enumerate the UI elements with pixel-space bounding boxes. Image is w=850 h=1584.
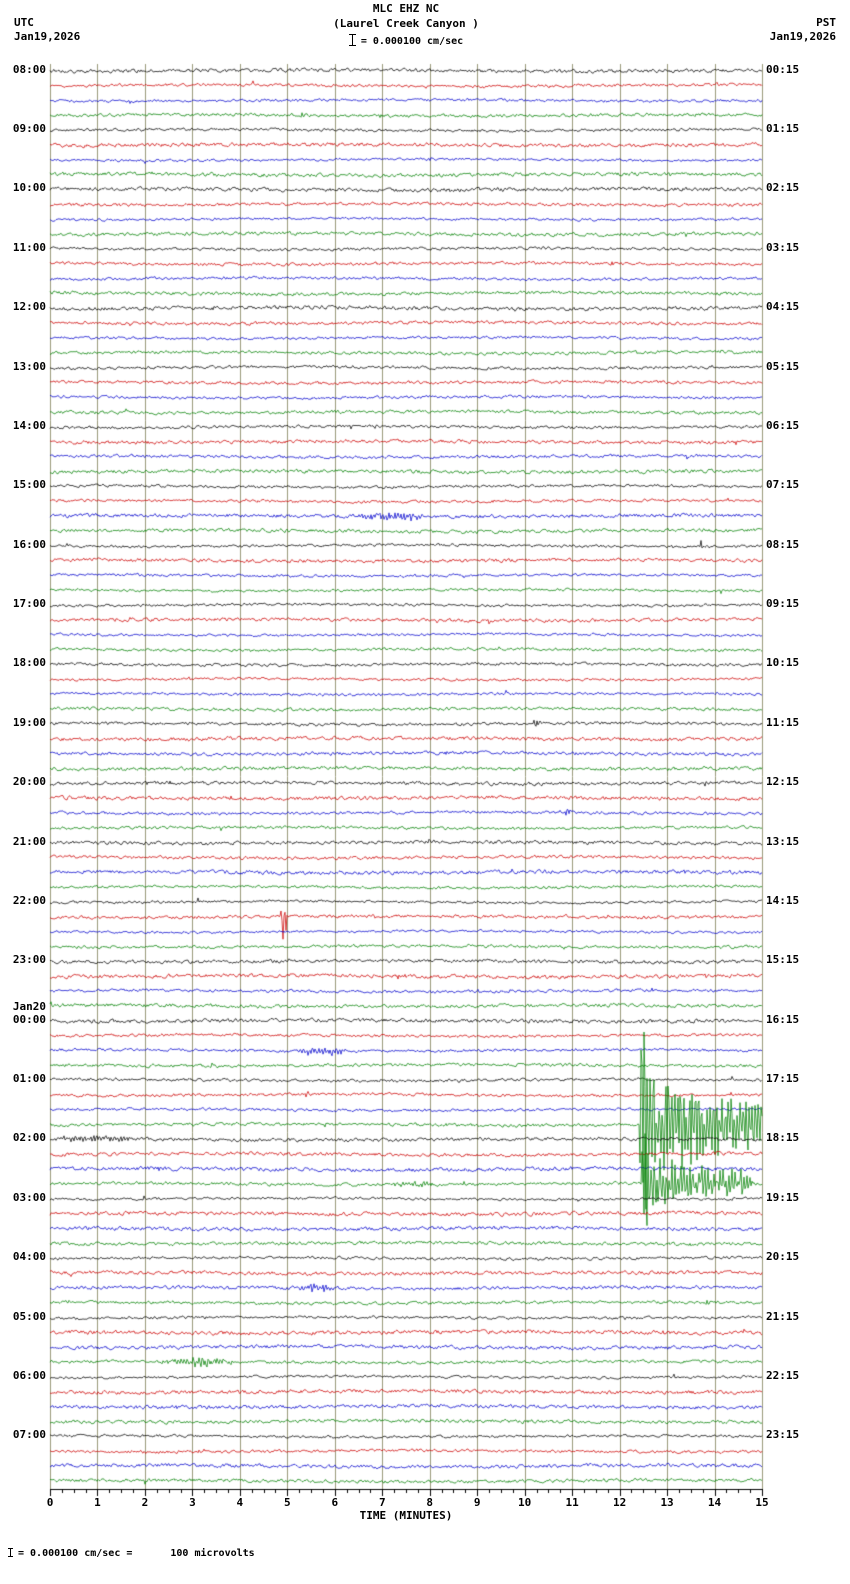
right-date: Jan19,2026 — [769, 30, 836, 43]
left-hour-label: 16:00 — [12, 537, 46, 551]
x-tick-label: 9 — [473, 1496, 481, 1509]
station-location: (Laurel Creek Canyon ) — [333, 17, 479, 30]
x-tick-label: 11 — [565, 1496, 579, 1509]
x-tick-label: 4 — [236, 1496, 244, 1509]
left-hour-label: 09:00 — [12, 122, 46, 136]
right-hour-label: 18:15 — [766, 1131, 800, 1145]
left-hour-label: 05:00 — [12, 1309, 46, 1323]
right-hour-label: 23:15 — [766, 1428, 800, 1442]
left-hour-label: 07:00 — [12, 1428, 46, 1442]
x-tick-label: 3 — [189, 1496, 196, 1509]
right-hour-label: 09:15 — [766, 597, 800, 611]
right-hour-label: 14:15 — [766, 893, 800, 907]
x-tick-label: 15 — [755, 1496, 769, 1509]
left-timezone: UTC — [14, 16, 34, 29]
x-tick-label: 12 — [612, 1496, 627, 1509]
right-hour-label: 01:15 — [766, 122, 800, 136]
header-scale-label: = 0.000100 cm/sec — [360, 36, 464, 47]
left-hour-label: 08:00 — [12, 62, 46, 76]
station-title: MLC EHZ NC — [372, 2, 440, 15]
right-hour-label: 15:15 — [766, 953, 800, 967]
left-hour-label: 12:00 — [12, 300, 46, 314]
right-hour-label: 00:15 — [766, 62, 800, 76]
left-hour-label: 15:00 — [12, 478, 46, 492]
left-date: Jan19,2026 — [14, 30, 81, 43]
left-hour-label: 20:00 — [12, 775, 46, 789]
right-hour-label: 16:15 — [766, 1012, 800, 1026]
left-hour-label: 10:00 — [12, 181, 46, 195]
footer-scale-note: = 0.000100 cm/sec = 100 microvolts — [8, 1548, 255, 1559]
left-hour-label: 17:00 — [12, 597, 46, 611]
left-hour-label: 04:00 — [12, 1250, 46, 1264]
right-hour-label: 17:15 — [766, 1072, 800, 1086]
right-hour-label: 12:15 — [766, 775, 800, 789]
left-date-label: Jan20 — [12, 999, 46, 1013]
right-hour-label: 10:15 — [766, 656, 800, 670]
right-hour-label: 13:15 — [766, 834, 800, 848]
x-tick-label: 8 — [426, 1496, 434, 1509]
right-hour-label: 03:15 — [766, 240, 800, 254]
left-hour-label: 06:00 — [12, 1368, 46, 1382]
right-hour-label: 04:15 — [766, 300, 800, 314]
header-scale-row: = 0.000100 cm/sec — [50, 34, 762, 47]
right-hour-label: 11:15 — [766, 715, 800, 729]
left-hour-label: 11:00 — [12, 240, 46, 254]
left-hour-label: 21:00 — [12, 834, 46, 848]
x-tick-label: 14 — [707, 1496, 722, 1509]
right-hour-label: 02:15 — [766, 181, 800, 195]
footer-scale-text: = 0.000100 cm/sec = — [18, 1548, 133, 1559]
right-hour-label: 08:15 — [766, 537, 800, 551]
left-hour-label: 01:00 — [12, 1072, 46, 1086]
footer-units: 100 microvolts — [170, 1548, 255, 1559]
x-tick-label: 1 — [94, 1496, 101, 1509]
right-hour-label: 06:15 — [766, 418, 800, 432]
right-hour-label: 21:15 — [766, 1309, 800, 1323]
x-tick-label: 6 — [331, 1496, 339, 1509]
x-tick-label: 0 — [46, 1496, 54, 1509]
right-hour-label: 22:15 — [766, 1368, 800, 1382]
left-hour-label: 18:00 — [12, 656, 46, 670]
x-tick-label: 13 — [660, 1496, 674, 1509]
right-timezone: PST — [816, 16, 836, 29]
left-hour-label: 19:00 — [12, 715, 46, 729]
x-tick-label: 7 — [378, 1496, 386, 1509]
x-axis-title: TIME (MINUTES) — [359, 1509, 453, 1522]
right-hour-label: 19:15 — [766, 1190, 800, 1204]
left-hour-label: 03:00 — [12, 1190, 46, 1204]
scale-bar-icon — [348, 34, 356, 46]
left-hour-label: 22:00 — [12, 893, 46, 907]
left-hour-label: 02:00 — [12, 1131, 46, 1145]
x-tick-label: 5 — [284, 1496, 291, 1509]
x-tick-label: 10 — [518, 1496, 532, 1509]
left-hour-label: 00:00 — [12, 1012, 46, 1026]
x-tick-label: 2 — [141, 1496, 149, 1509]
right-hour-label: 07:15 — [766, 478, 800, 492]
right-hour-label: 20:15 — [766, 1250, 800, 1264]
footer-scale-bar-icon — [8, 1548, 13, 1557]
left-hour-label: 14:00 — [12, 418, 46, 432]
left-hour-label: 23:00 — [12, 953, 46, 967]
left-hour-label: 13:00 — [12, 359, 46, 373]
right-hour-label: 05:15 — [766, 359, 800, 373]
